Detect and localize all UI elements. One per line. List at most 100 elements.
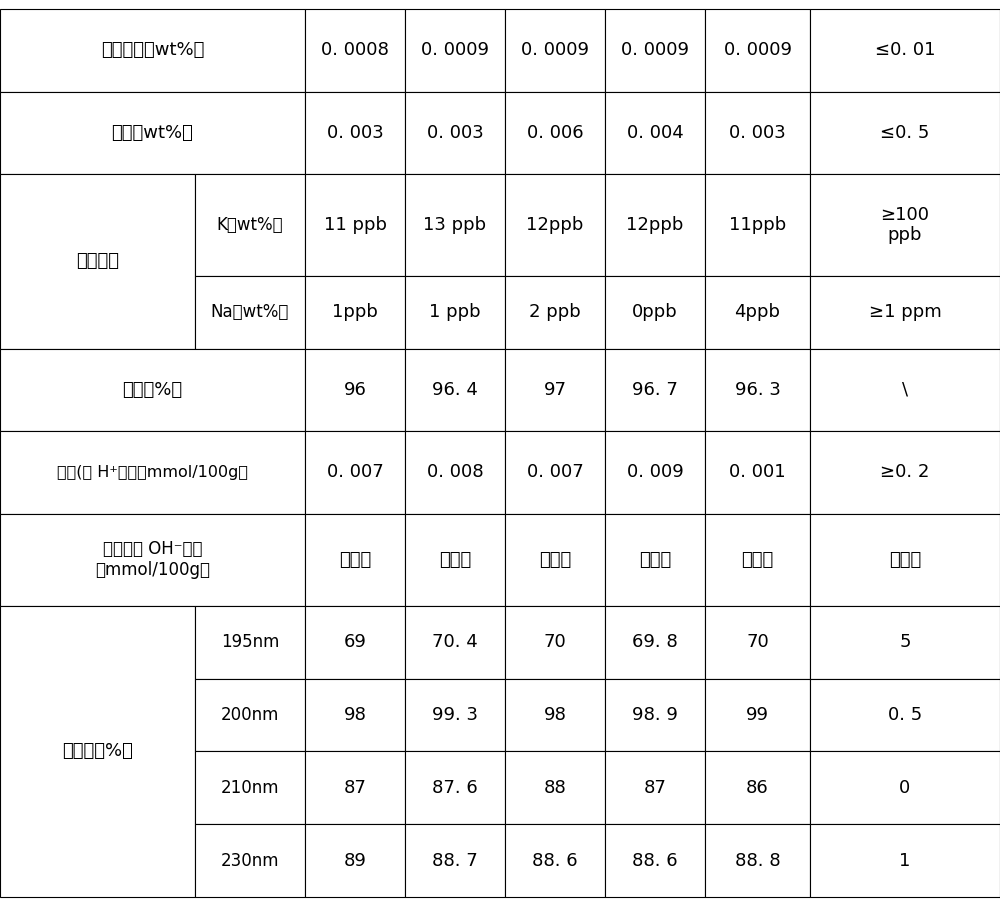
Bar <box>705 606 810 679</box>
Text: 1ppb: 1ppb <box>332 304 378 322</box>
Bar <box>605 679 705 751</box>
Text: 13 ppb: 13 ppb <box>423 216 487 234</box>
Text: 96. 7: 96. 7 <box>632 381 678 399</box>
Bar <box>505 349 605 431</box>
Text: 99: 99 <box>746 706 769 724</box>
Bar <box>405 174 505 276</box>
Text: 0. 001: 0. 001 <box>729 463 786 481</box>
Bar <box>195 276 305 349</box>
Bar <box>705 174 810 276</box>
Text: ≥100
ppb: ≥100 ppb <box>881 206 930 245</box>
Text: ≤0. 5: ≤0. 5 <box>880 124 930 141</box>
Text: 0. 0009: 0. 0009 <box>724 42 792 59</box>
Text: 0. 003: 0. 003 <box>327 124 383 141</box>
Bar <box>0 514 305 606</box>
Text: 未检出: 未检出 <box>539 551 571 569</box>
Text: 0. 006: 0. 006 <box>527 124 583 141</box>
Bar <box>705 92 810 174</box>
Text: 12ppb: 12ppb <box>526 216 584 234</box>
Text: 酸度(以 H⁺计）（mmol/100g）: 酸度(以 H⁺计）（mmol/100g） <box>57 465 248 480</box>
Bar <box>705 824 810 897</box>
Bar <box>305 431 405 514</box>
Text: 70. 4: 70. 4 <box>432 633 478 651</box>
Text: 0. 004: 0. 004 <box>627 124 683 141</box>
Text: 89: 89 <box>344 852 366 870</box>
Text: 88. 7: 88. 7 <box>432 852 478 870</box>
Text: 0. 008: 0. 008 <box>427 463 483 481</box>
Text: 5: 5 <box>899 633 911 651</box>
Bar <box>810 679 1000 751</box>
Bar <box>305 276 405 349</box>
Text: 0. 0009: 0. 0009 <box>421 42 489 59</box>
Text: 0. 5: 0. 5 <box>888 706 922 724</box>
Bar <box>810 431 1000 514</box>
Text: 1 ppb: 1 ppb <box>429 304 481 322</box>
Bar <box>195 751 305 824</box>
Bar <box>505 514 605 606</box>
Bar <box>505 276 605 349</box>
Text: 70: 70 <box>544 633 566 651</box>
Text: ≥1 ppm: ≥1 ppm <box>869 304 941 322</box>
Text: 金属含量: 金属含量 <box>76 253 119 270</box>
Text: 86: 86 <box>746 779 769 796</box>
Bar <box>505 92 605 174</box>
Text: 0. 0009: 0. 0009 <box>521 42 589 59</box>
Bar <box>705 276 810 349</box>
Text: 0ppb: 0ppb <box>632 304 678 322</box>
Text: 69. 8: 69. 8 <box>632 633 678 651</box>
Bar <box>505 606 605 679</box>
Text: 0. 003: 0. 003 <box>427 124 483 141</box>
Text: 88. 8: 88. 8 <box>735 852 780 870</box>
Bar <box>810 514 1000 606</box>
Text: 2 ppb: 2 ppb <box>529 304 581 322</box>
Text: 11ppb: 11ppb <box>729 216 786 234</box>
Text: ≤0. 01: ≤0. 01 <box>875 42 935 59</box>
Text: 96. 4: 96. 4 <box>432 381 478 399</box>
Bar <box>605 276 705 349</box>
Bar <box>505 9 605 92</box>
Bar <box>305 349 405 431</box>
Text: 未检出: 未检出 <box>439 551 471 569</box>
Bar <box>505 824 605 897</box>
Bar <box>0 431 305 514</box>
Text: 0. 009: 0. 009 <box>627 463 683 481</box>
Bar <box>405 349 505 431</box>
Text: 96: 96 <box>344 381 366 399</box>
Bar <box>705 349 810 431</box>
Text: 70: 70 <box>746 633 769 651</box>
Bar <box>810 606 1000 679</box>
Text: 88. 6: 88. 6 <box>632 852 678 870</box>
Text: 0: 0 <box>899 779 911 796</box>
Bar <box>305 92 405 174</box>
Text: 88. 6: 88. 6 <box>532 852 578 870</box>
Bar <box>505 174 605 276</box>
Text: 碱度（以 OH⁻计）
（mmol/100g）: 碱度（以 OH⁻计） （mmol/100g） <box>95 540 210 579</box>
Bar <box>810 276 1000 349</box>
Text: 0. 007: 0. 007 <box>527 463 583 481</box>
Text: 98: 98 <box>344 706 366 724</box>
Text: 210nm: 210nm <box>221 779 279 796</box>
Bar <box>305 751 405 824</box>
Text: 水分（wt%）: 水分（wt%） <box>112 124 193 141</box>
Bar <box>305 824 405 897</box>
Text: 0. 003: 0. 003 <box>729 124 786 141</box>
Bar <box>605 349 705 431</box>
Text: 1: 1 <box>899 852 911 870</box>
Text: 87: 87 <box>344 779 366 796</box>
Bar <box>305 606 405 679</box>
Text: 87. 6: 87. 6 <box>432 779 478 796</box>
Bar <box>195 824 305 897</box>
Bar <box>0 174 195 349</box>
Bar <box>405 9 505 92</box>
Bar <box>405 431 505 514</box>
Text: 88: 88 <box>544 779 566 796</box>
Text: 4ppb: 4ppb <box>735 304 781 322</box>
Text: 98. 9: 98. 9 <box>632 706 678 724</box>
Text: 97: 97 <box>543 381 566 399</box>
Text: 未检出: 未检出 <box>339 551 371 569</box>
Bar <box>810 824 1000 897</box>
Text: 未检出: 未检出 <box>639 551 671 569</box>
Text: 98: 98 <box>544 706 566 724</box>
Bar <box>810 9 1000 92</box>
Bar <box>605 606 705 679</box>
